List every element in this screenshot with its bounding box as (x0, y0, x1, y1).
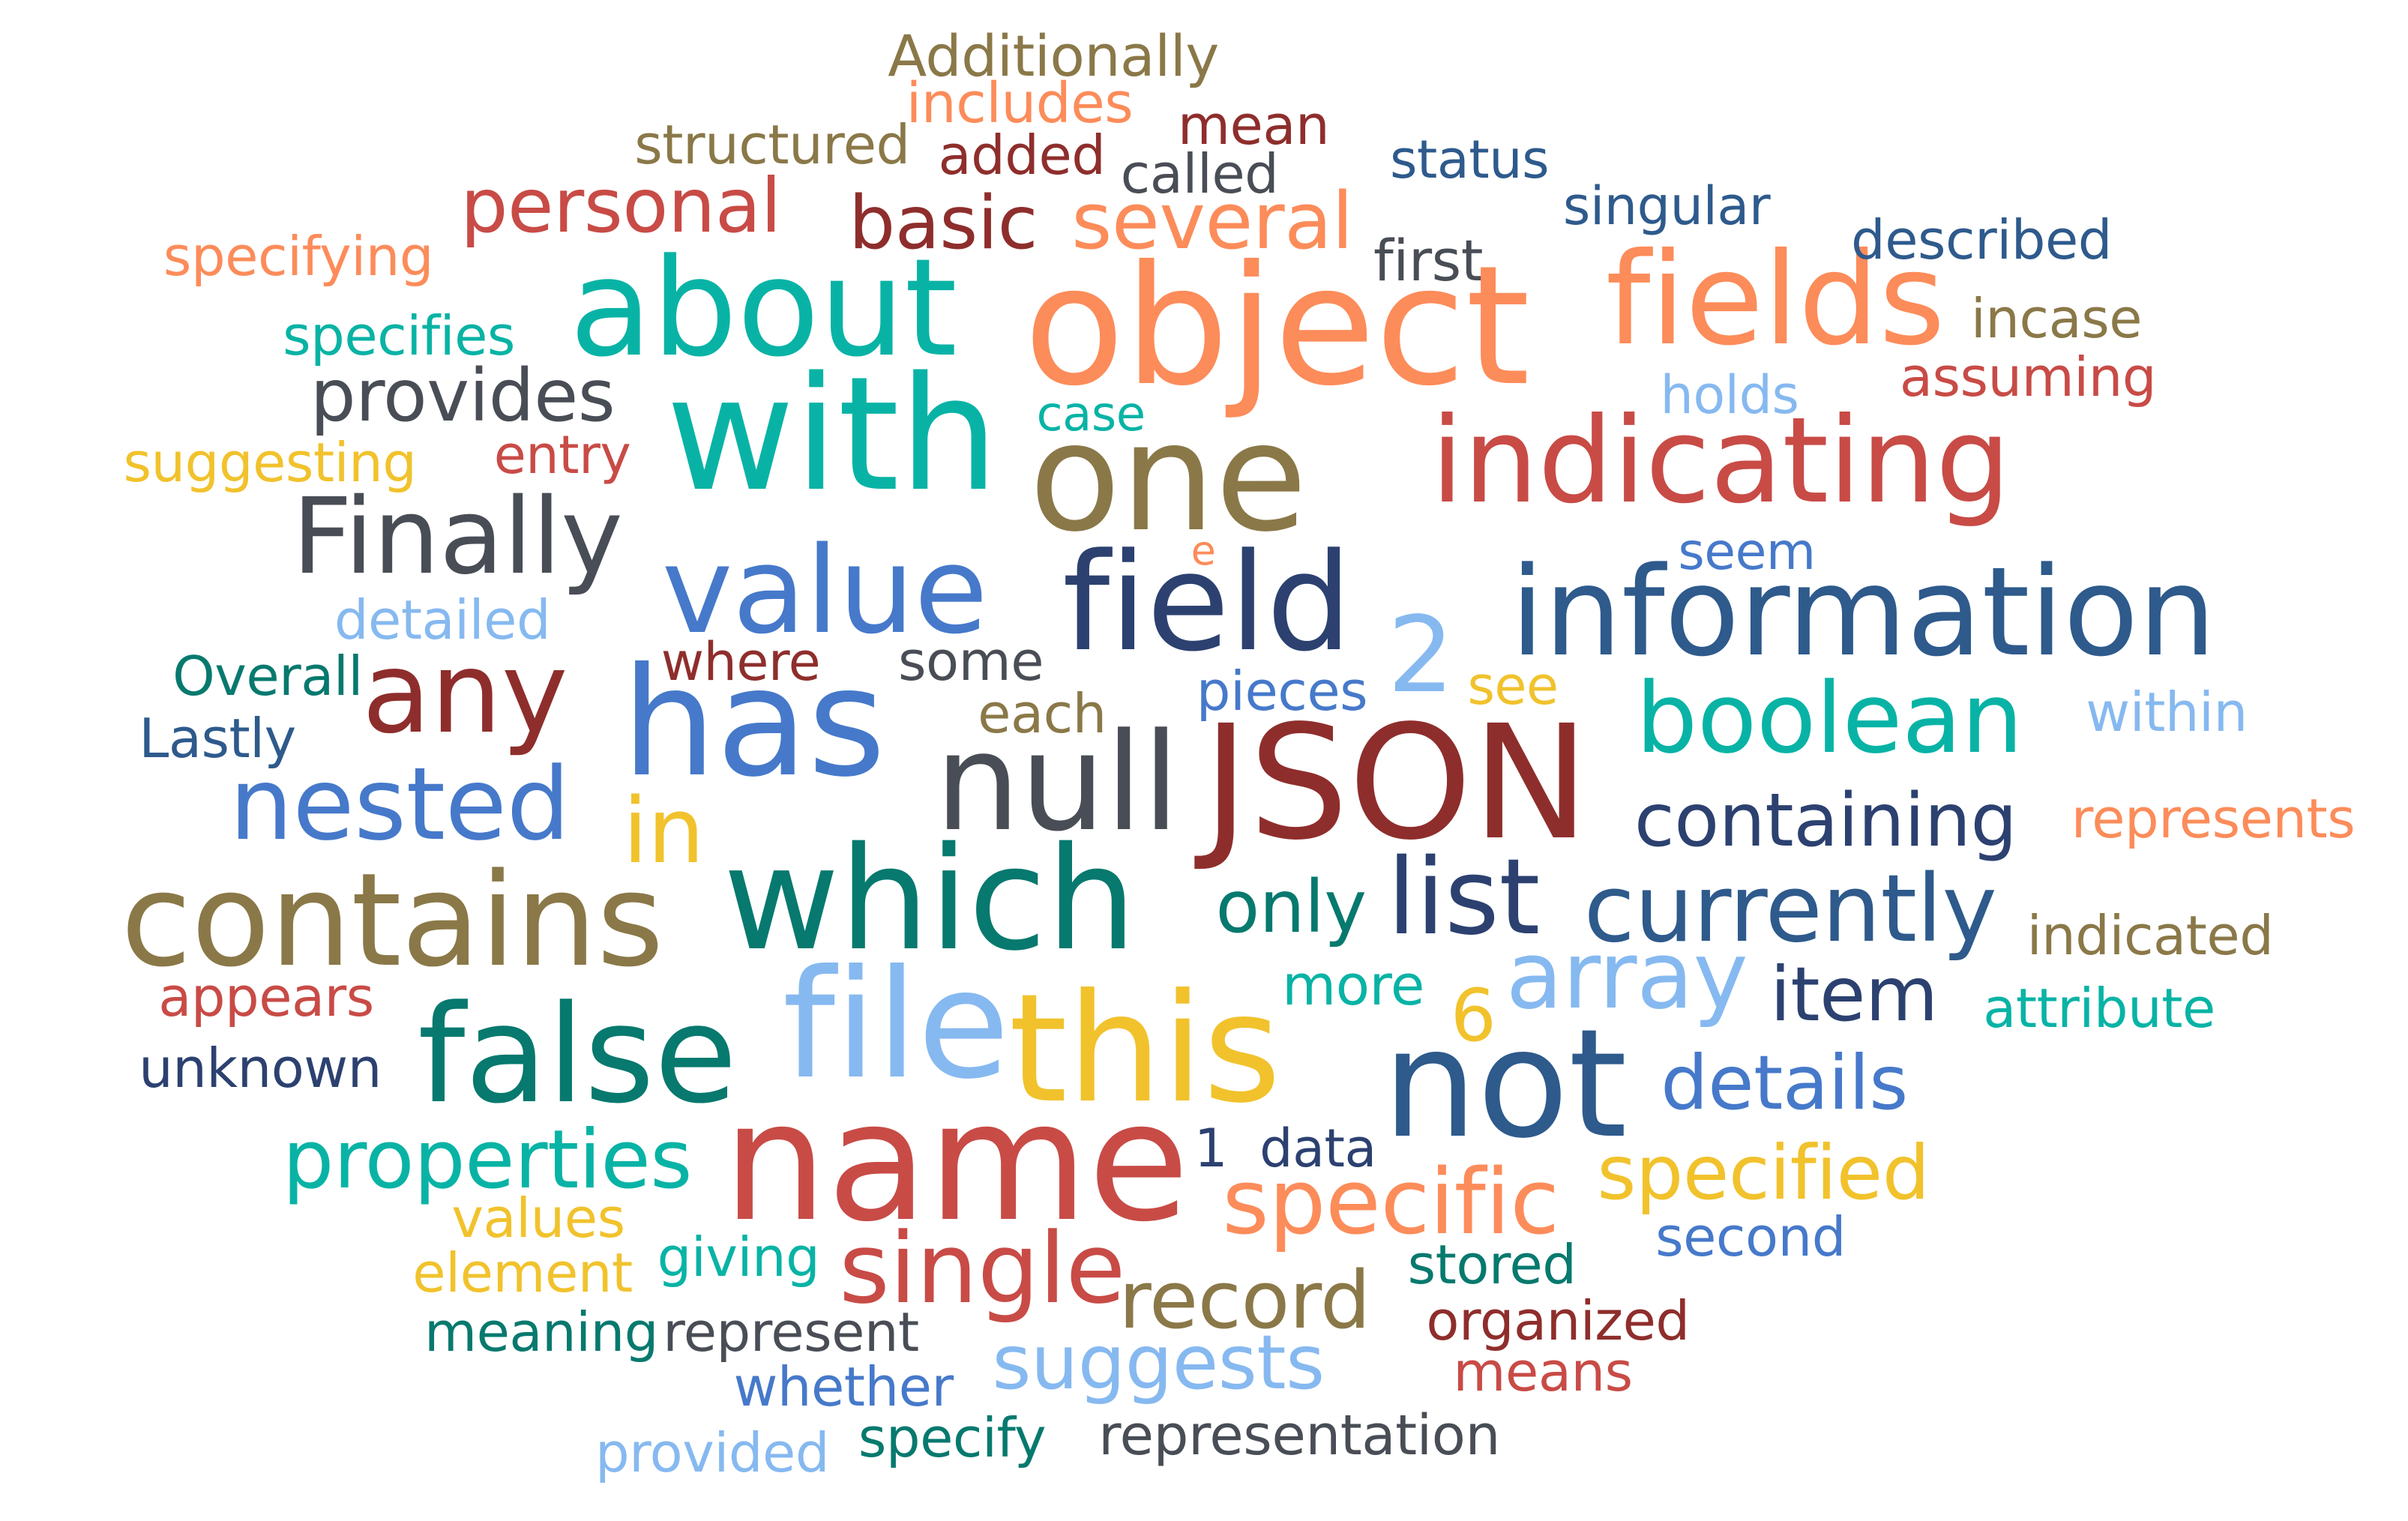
cloud-word: e (1191, 527, 1216, 574)
cloud-word: several (1071, 175, 1353, 267)
cloud-word: personal (460, 162, 781, 250)
cloud-word: organized (1426, 1289, 1690, 1352)
cloud-word: more (1282, 954, 1424, 1018)
cloud-word: containing (1634, 778, 2017, 864)
cloud-word: represent (663, 1301, 919, 1364)
cloud-word: field (1062, 525, 1352, 681)
cloud-word: pieces (1196, 660, 1368, 723)
cloud-word: second (1655, 1205, 1846, 1268)
cloud-word: has (621, 636, 886, 810)
cloud-word: currently (1583, 855, 1997, 963)
cloud-word: each (978, 682, 1107, 745)
cloud-word: represents (2071, 787, 2356, 850)
cloud-word: incase (1970, 287, 2143, 350)
cloud-word: entry (493, 424, 631, 486)
cloud-word: null (934, 705, 1180, 861)
cloud-word: case (1036, 387, 1146, 442)
cloud-word: appears (158, 966, 374, 1028)
cloud-word: whether (733, 1355, 954, 1418)
cloud-word: see (1467, 655, 1559, 717)
cloud-word: any (361, 628, 568, 759)
cloud-word: suggesting (123, 431, 417, 494)
cloud-word: includes (906, 71, 1134, 136)
cloud-word: values (451, 1187, 625, 1250)
cloud-word: boolean (1635, 661, 2023, 775)
cloud-word: structured (634, 113, 910, 176)
cloud-word: details (1661, 1039, 1908, 1127)
cloud-word: status (1389, 129, 1550, 190)
cloud-word: 1 (1194, 1118, 1228, 1179)
cloud-word: suggests (992, 1319, 1325, 1406)
cloud-word: stored (1407, 1233, 1577, 1296)
cloud-word: value (661, 520, 988, 660)
cloud-word: seem (1678, 522, 1816, 582)
cloud-word: specifies (283, 304, 515, 367)
cloud-word: contains (120, 845, 664, 996)
cloud-word: representation (1098, 1403, 1500, 1468)
cloud-word: first (1373, 227, 1484, 294)
cloud-word: called (1120, 142, 1279, 205)
cloud-word: basic (849, 181, 1038, 266)
cloud-word: specific (1222, 1151, 1559, 1255)
cloud-word: 6 (1450, 974, 1496, 1058)
cloud-word: this (1008, 962, 1281, 1136)
cloud-word: element (412, 1241, 633, 1304)
cloud-word: list (1387, 837, 1540, 959)
cloud-word: file (782, 938, 1010, 1112)
cloud-word: singular (1562, 175, 1771, 237)
cloud-word: provided (595, 1421, 830, 1484)
cloud-word: where (660, 631, 821, 693)
cloud-word: name (723, 1066, 1189, 1258)
cloud-word: specifying (163, 225, 434, 288)
cloud-word: specified (1597, 1129, 1930, 1217)
cloud-word: holds (1660, 364, 1799, 426)
cloud-word: meaning (424, 1301, 659, 1364)
cloud-word: single (839, 1211, 1125, 1325)
cloud-word: with (666, 343, 999, 526)
cloud-word: one (1029, 391, 1307, 565)
cloud-word: giving (657, 1226, 820, 1289)
cloud-word: object (1023, 230, 1530, 422)
cloud-word: within (2086, 681, 2248, 744)
cloud-word: in (622, 780, 705, 884)
cloud-word: Overall (172, 645, 363, 708)
cloud-word: nested (229, 746, 571, 863)
cloud-word: false (418, 977, 737, 1133)
cloud-word: mean (1177, 94, 1330, 157)
cloud-word: added (938, 124, 1106, 187)
cloud-word: data (1259, 1118, 1376, 1179)
cloud-word: attribute (1983, 977, 2215, 1040)
cloud-word: properties (282, 1113, 693, 1207)
cloud-word: Lastly (139, 707, 296, 770)
cloud-word: described (1851, 208, 2112, 271)
cloud-word: unknown (139, 1037, 382, 1100)
cloud-word: some (898, 630, 1044, 693)
cloud-word: record (1119, 1254, 1370, 1346)
cloud-word: item (1770, 951, 1938, 1038)
cloud-word: provides (310, 354, 615, 438)
cloud-word: which (723, 816, 1137, 982)
cloud-word: means (1453, 1340, 1633, 1403)
cloud-word: detailed (334, 588, 551, 651)
cloud-word: not (1382, 997, 1628, 1172)
cloud-word: JSON (1203, 691, 1589, 875)
cloud-word: indicated (2026, 904, 2274, 967)
cloud-word: fields (1605, 226, 1945, 374)
cloud-word: only (1215, 865, 1367, 949)
cloud-word: Finally (292, 476, 623, 598)
cloud-word: specify (858, 1406, 1047, 1469)
cloud-word: information (1510, 540, 2216, 684)
cloud-word: Additionally (888, 22, 1219, 89)
cloud-word: assuming (1899, 346, 2157, 409)
cloud-word: array (1505, 922, 1748, 1030)
cloud-word: indicating (1430, 392, 2011, 530)
cloud-word: 2 (1387, 594, 1454, 717)
cloud-word: about (569, 230, 957, 387)
